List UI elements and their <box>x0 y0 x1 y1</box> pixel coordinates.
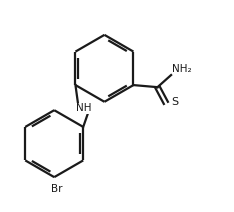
Text: NH₂: NH₂ <box>172 64 192 74</box>
Text: NH: NH <box>76 103 91 113</box>
Text: Br: Br <box>51 184 62 194</box>
Text: S: S <box>172 97 179 107</box>
